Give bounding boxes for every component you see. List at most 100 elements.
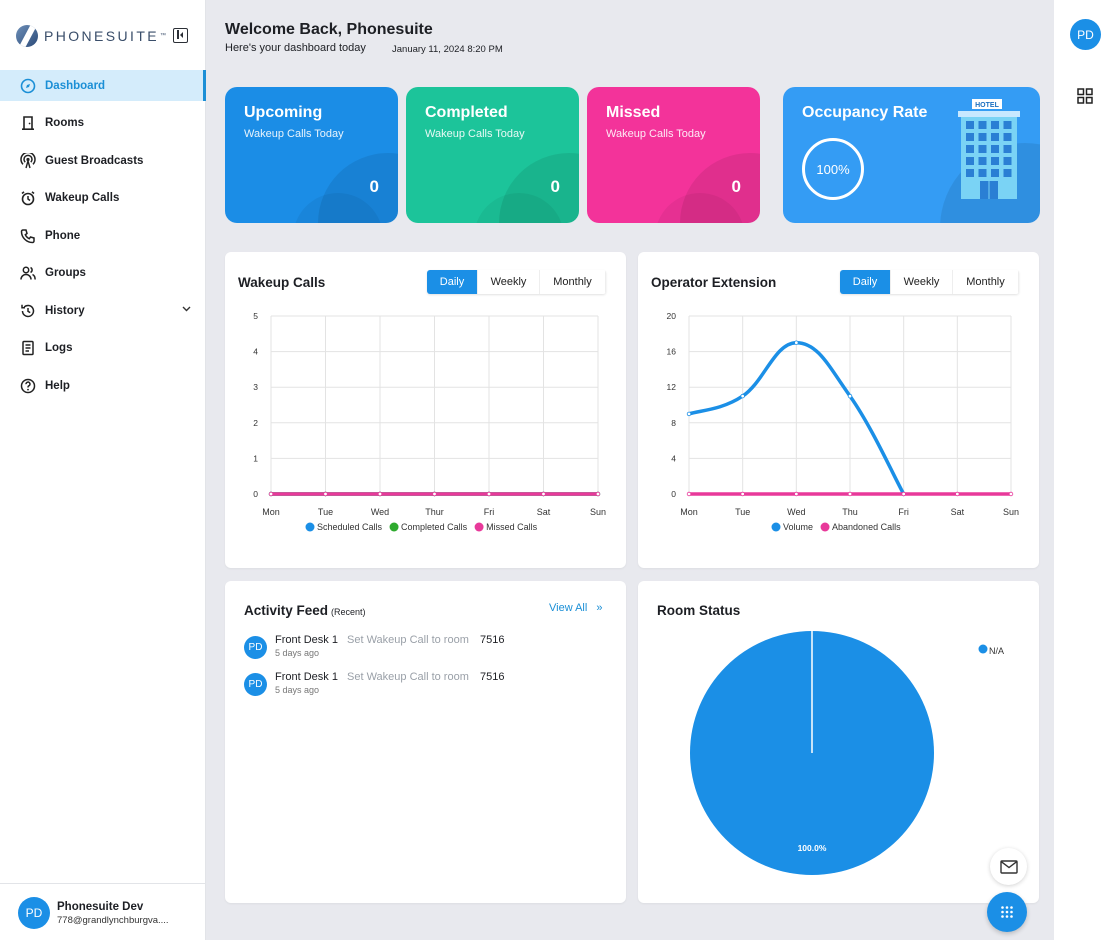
sidebar-item-rooms[interactable]: Rooms	[0, 108, 206, 139]
brand-trademark: ™	[160, 33, 167, 39]
missed-card[interactable]: Missed Wakeup Calls Today 0	[587, 87, 760, 223]
tab-monthly[interactable]: Monthly	[540, 270, 606, 294]
view-all-link[interactable]: View All »	[549, 602, 603, 614]
legend-swatch	[771, 522, 781, 532]
data-point[interactable]	[377, 491, 383, 497]
apps-menu-button[interactable]	[987, 892, 1027, 932]
y-tick-label: 0	[671, 489, 676, 499]
x-tick-label: Sat	[951, 507, 965, 517]
page-title: Welcome Back, Phonesuite	[225, 21, 433, 38]
avatar: PD	[244, 673, 267, 696]
legend-entry[interactable]: Missed Calls	[486, 522, 538, 532]
page-subtitle: Here's your dashboard today	[225, 42, 366, 54]
x-tick-label: Fri	[484, 507, 495, 517]
occupancy-value: 100%	[816, 161, 850, 177]
feed-action: Set Wakeup Call to room	[347, 634, 469, 646]
feed-user: Front Desk 1	[275, 634, 338, 646]
data-point[interactable]	[686, 491, 692, 497]
sidebar-item-history[interactable]: History	[0, 295, 206, 326]
sidebar-nav: Dashboard Rooms Guest Broadcasts Wakeup …	[0, 70, 206, 408]
profile-avatar[interactable]: PD	[1070, 19, 1101, 50]
occupancy-card[interactable]: Occupancy Rate 100% HOTEL	[783, 87, 1040, 223]
upcoming-title: Upcoming	[244, 104, 323, 121]
room-status-card: Room Status 100.0% N/A	[638, 581, 1039, 903]
data-point[interactable]	[323, 491, 328, 497]
x-tick-label: Wed	[787, 507, 805, 517]
tab-daily[interactable]: Daily	[840, 270, 891, 294]
sidebar-item-label: Logs	[45, 342, 73, 354]
y-tick-label: 12	[667, 382, 677, 392]
legend-entry[interactable]: Completed Calls	[401, 522, 468, 532]
user-name: Phonesuite Dev	[57, 901, 144, 913]
x-tick-label: Sun	[590, 507, 606, 517]
list-item[interactable]: PD Front Desk 1 Set Wakeup Call to room …	[244, 671, 604, 701]
sidebar-item-label: Wakeup Calls	[45, 192, 120, 204]
operator-extension-period-toggle: Daily Weekly Monthly	[840, 270, 1019, 294]
legend-entry[interactable]: Scheduled Calls	[317, 522, 383, 532]
legend-entry[interactable]: Abandoned Calls	[832, 522, 901, 532]
phone-icon	[19, 227, 37, 245]
sidebar-item-label: Guest Broadcasts	[45, 154, 144, 167]
legend-swatch	[820, 522, 830, 532]
data-point[interactable]	[847, 491, 853, 497]
data-point[interactable]	[794, 491, 799, 497]
data-point[interactable]	[794, 340, 799, 345]
tab-daily[interactable]: Daily	[427, 270, 478, 294]
x-tick-label: Thu	[842, 507, 858, 517]
sidebar-item-phone[interactable]: Phone	[0, 220, 206, 251]
sidebar-item-help[interactable]: Help	[0, 370, 206, 401]
data-point[interactable]	[740, 393, 745, 399]
tab-weekly[interactable]: Weekly	[478, 270, 540, 294]
mail-button[interactable]	[990, 848, 1027, 885]
hotel-building-icon: HOTEL	[958, 99, 1020, 199]
tab-monthly[interactable]: Monthly	[953, 270, 1019, 294]
chevron-down-icon[interactable]	[182, 304, 191, 315]
tab-weekly[interactable]: Weekly	[891, 270, 953, 294]
legend-entry[interactable]: Volume	[783, 522, 813, 532]
data-point[interactable]	[686, 411, 692, 417]
completed-card[interactable]: Completed Wakeup Calls Today 0	[406, 87, 579, 223]
data-point[interactable]	[486, 491, 492, 497]
x-tick-label: Sun	[1003, 507, 1019, 517]
y-tick-label: 4	[253, 347, 258, 357]
y-tick-label: 0	[253, 489, 258, 499]
y-tick-label: 2	[253, 418, 258, 428]
x-tick-label: Thur	[425, 507, 444, 517]
phonesuite-logo-icon	[16, 25, 38, 47]
brand-logo[interactable]: PHONESUITE ™	[16, 25, 166, 47]
sidebar-item-groups[interactable]: Groups	[0, 258, 206, 289]
data-point[interactable]	[541, 491, 546, 497]
grid-view-icon[interactable]	[1077, 88, 1093, 104]
list-item[interactable]: PD Front Desk 1 Set Wakeup Call to room …	[244, 634, 604, 664]
feed-time: 5 days ago	[275, 685, 320, 695]
data-point[interactable]	[955, 491, 960, 497]
upcoming-subtitle: Wakeup Calls Today	[244, 128, 344, 140]
data-point[interactable]	[740, 491, 745, 497]
sidebar-item-wakeup-calls[interactable]: Wakeup Calls	[0, 183, 206, 214]
user-profile[interactable]: PD Phonesuite Dev 778@grandlynchburgva..…	[0, 883, 206, 940]
wakeup-calls-period-toggle: Daily Weekly Monthly	[427, 270, 606, 294]
data-point[interactable]	[847, 393, 853, 399]
data-point[interactable]	[901, 491, 906, 497]
collapse-sidebar-icon[interactable]	[173, 28, 188, 43]
data-point[interactable]	[268, 491, 274, 497]
legend-entry[interactable]: N/A	[989, 646, 1004, 656]
sidebar-item-dashboard[interactable]: Dashboard	[0, 70, 206, 101]
sidebar-item-label: History	[45, 304, 85, 317]
help-icon	[19, 377, 37, 395]
upcoming-card[interactable]: Upcoming Wakeup Calls Today 0	[225, 87, 398, 223]
x-tick-label: Fri	[898, 507, 909, 517]
operator-extension-title: Operator Extension	[651, 275, 777, 290]
history-icon	[19, 302, 37, 320]
y-tick-label: 3	[253, 382, 258, 392]
sidebar-item-logs[interactable]: Logs	[0, 333, 206, 364]
sidebar-item-guest-broadcasts[interactable]: Guest Broadcasts	[0, 145, 206, 176]
x-tick-label: Tue	[318, 507, 333, 517]
data-point[interactable]	[595, 491, 601, 497]
wakeup-calls-title: Wakeup Calls	[238, 275, 326, 290]
upcoming-value: 0	[369, 177, 379, 196]
data-point[interactable]	[1008, 491, 1014, 497]
x-tick-label: Wed	[371, 507, 389, 517]
data-point[interactable]	[432, 491, 437, 497]
x-tick-label: Mon	[680, 507, 698, 517]
